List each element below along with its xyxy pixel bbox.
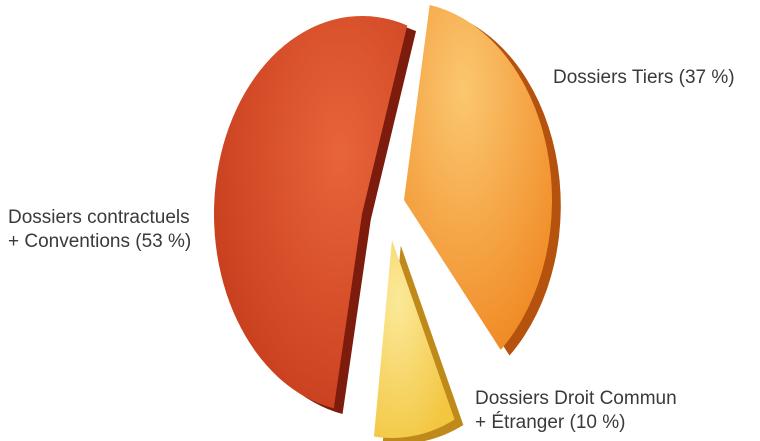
label-droit-commun: Dossiers Droit Commun + Étranger (10 %)	[475, 388, 682, 433]
pie-slices	[213, 5, 561, 441]
label-contractuels: Dossiers contractuels + Conventions (53 …	[8, 207, 195, 252]
slice-droit-commun	[373, 240, 455, 438]
label-tiers: Dossiers Tiers (37 %)	[553, 67, 735, 88]
slice-tiers	[404, 5, 553, 350]
slice-contractuels	[213, 15, 408, 409]
